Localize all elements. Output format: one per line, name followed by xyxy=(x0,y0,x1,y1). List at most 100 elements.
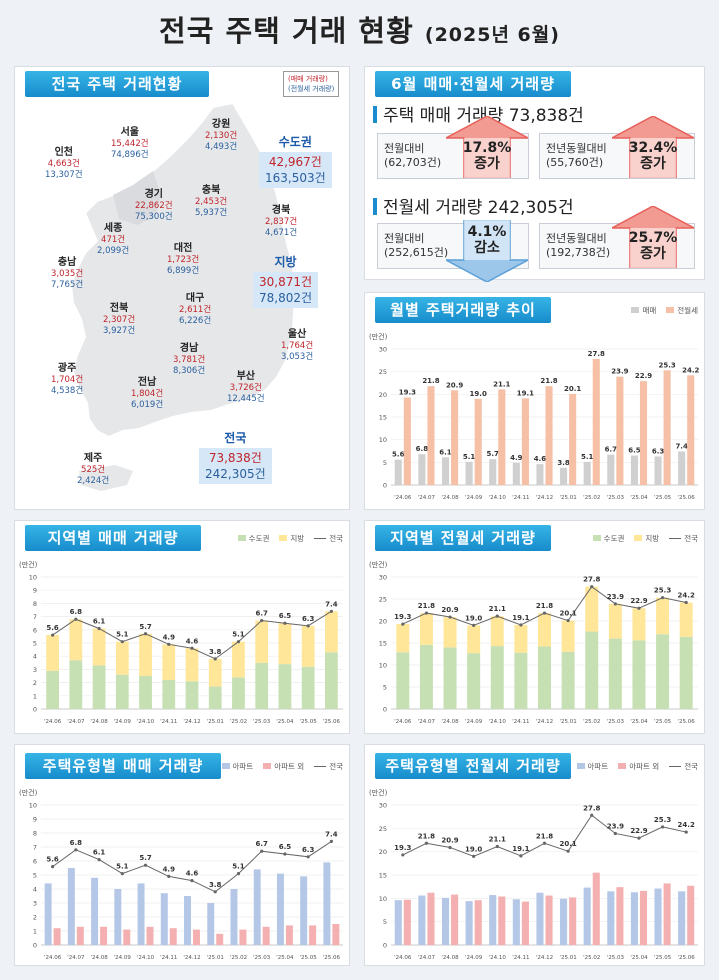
legend-line-swatch xyxy=(669,766,682,767)
bar-b xyxy=(561,620,575,652)
total-point xyxy=(613,602,617,606)
rent-yoy-box: 전년동월대비 (192,738건) 25.7% 증가 xyxy=(539,205,695,269)
y-tick-label: 0 xyxy=(383,482,387,490)
seoul-area xyxy=(113,171,161,225)
region-jeonnam: 전남 1,804건 6,019건 xyxy=(131,377,163,411)
total-point xyxy=(637,836,641,840)
sale-yoy-label: 전년동월대비 (55,760건) xyxy=(546,142,607,170)
bar-a xyxy=(656,634,670,709)
bar-b xyxy=(208,658,222,687)
total-point xyxy=(329,839,333,843)
chart-panel-type-rent: 주택유형별 전월세 거래량 아파트 아파트 외 전국 (만건) 0 5 10 15 20 25 3… xyxy=(364,744,705,966)
sale-mom-label-text: 전월대비 xyxy=(384,142,425,155)
y-tick-label: 15 xyxy=(379,414,387,422)
y-tick-label: 15 xyxy=(379,872,387,880)
legend-item: 수도권 xyxy=(237,534,269,543)
x-tick-label: '25.02 xyxy=(583,495,600,501)
total-point xyxy=(684,830,688,834)
bar-a xyxy=(185,681,199,709)
y-tick-label: 5 xyxy=(383,459,387,467)
bar-b xyxy=(216,933,224,945)
y-tick-label: 6 xyxy=(33,858,37,866)
bar-a xyxy=(489,459,497,485)
chart-region-rent: (만건) 0 5 10 15 20 25 30 '24.06 '24.07 '24.08 '24.09… xyxy=(369,560,698,725)
data-label: 5.7 xyxy=(139,854,152,862)
x-tick-label: '24.12 xyxy=(183,719,200,725)
sale-header-text: 주택 매매 거래량 73,838건 xyxy=(383,106,584,126)
x-tick-label: '24.10 xyxy=(489,495,507,501)
legend-rent: (전월세 거래량) xyxy=(288,85,335,93)
region-name: 서울 xyxy=(120,127,139,138)
legend-item: 아파트 xyxy=(221,762,253,771)
total-point xyxy=(660,596,665,600)
total-point xyxy=(495,614,499,618)
bar-b xyxy=(92,628,106,666)
region-ulsan: 울산 1,764건 3,053건 xyxy=(281,329,313,363)
x-tick-label: '24.08 xyxy=(90,955,108,961)
map-panel-title: 전국 주택 거래현황 xyxy=(25,71,209,97)
bar-b xyxy=(100,926,108,945)
y-tick-label: 3 xyxy=(33,666,37,674)
data-label: 6.8 xyxy=(416,445,429,453)
x-tick-label: '24.08 xyxy=(441,719,459,725)
legend-item: 전국 xyxy=(314,762,343,771)
region-busan: 부산 3,726건 12,445건 xyxy=(227,371,265,405)
legend-swatch xyxy=(618,763,627,769)
x-tick-label: '24.06 xyxy=(44,719,62,725)
rent-mom-box: 전월대비 (252,615건) 4.1% 감소 xyxy=(377,219,529,283)
data-label: 21.8 xyxy=(418,602,435,610)
legend-item: 지방 xyxy=(279,534,304,543)
bar-a xyxy=(114,889,122,945)
bar-a xyxy=(300,876,308,945)
legend-item: 전국 xyxy=(669,534,698,543)
total-point xyxy=(283,621,287,625)
chart-title-monthly: 월별 주택거래량 추이 xyxy=(375,297,551,323)
x-tick-label: '24.06 xyxy=(394,495,412,501)
bar-b xyxy=(324,611,338,653)
rent-yoy-label-text: 전년동월대비 xyxy=(546,232,607,245)
data-label: 21.8 xyxy=(418,832,435,840)
total-point xyxy=(684,600,688,605)
bar-a xyxy=(208,686,222,709)
region-name: 부산 xyxy=(236,371,255,382)
data-label: 5.6 xyxy=(46,856,59,864)
total-point xyxy=(97,626,101,631)
data-label: 21.8 xyxy=(540,377,557,385)
data-label: 3.8 xyxy=(209,881,222,889)
x-tick-label: '25.01 xyxy=(559,955,576,961)
y-tick-label: 25 xyxy=(379,825,387,833)
total-point xyxy=(472,854,476,858)
bar-a xyxy=(230,889,238,945)
bar-b xyxy=(285,925,293,945)
x-tick-label: '25.04 xyxy=(630,955,648,961)
bar-b xyxy=(498,896,506,945)
bar-b xyxy=(301,625,315,667)
bar-b xyxy=(193,929,200,945)
bar-a xyxy=(536,892,544,945)
bar-b xyxy=(396,624,410,653)
capital-name: 수도권 xyxy=(278,135,312,149)
page-title: 전국 주택 거래 현황 (2025년 6월) xyxy=(0,8,719,50)
bar-b xyxy=(162,644,176,680)
region-name: 충북 xyxy=(201,185,221,196)
bar-a xyxy=(394,900,402,945)
bar-b xyxy=(255,620,269,663)
region-sale: 3,035건 xyxy=(51,269,84,279)
data-label: 23.9 xyxy=(611,368,628,376)
bar-a xyxy=(512,899,520,945)
bar-a xyxy=(46,670,60,709)
x-tick-label: '25.04 xyxy=(276,719,294,725)
y-tick-label: 15 xyxy=(379,640,387,648)
region-seoul: 서울 15,442건 74,896건 xyxy=(111,127,149,161)
region-gyeonggi: 경기 22,862건 75,300건 xyxy=(135,189,173,223)
data-label: 19.1 xyxy=(517,389,534,397)
total-point xyxy=(260,618,264,623)
bar-b xyxy=(169,928,177,945)
legend-swatch xyxy=(279,535,288,541)
rent-mom-down-arrow-icon: 4.1% 감소 xyxy=(445,219,529,283)
region-name: 전북 xyxy=(109,303,129,314)
data-label: 6.5 xyxy=(628,447,641,455)
bar-a xyxy=(560,898,568,945)
bar-a xyxy=(607,891,615,945)
region-incheon: 인천 4,663건 13,307건 xyxy=(45,147,83,181)
